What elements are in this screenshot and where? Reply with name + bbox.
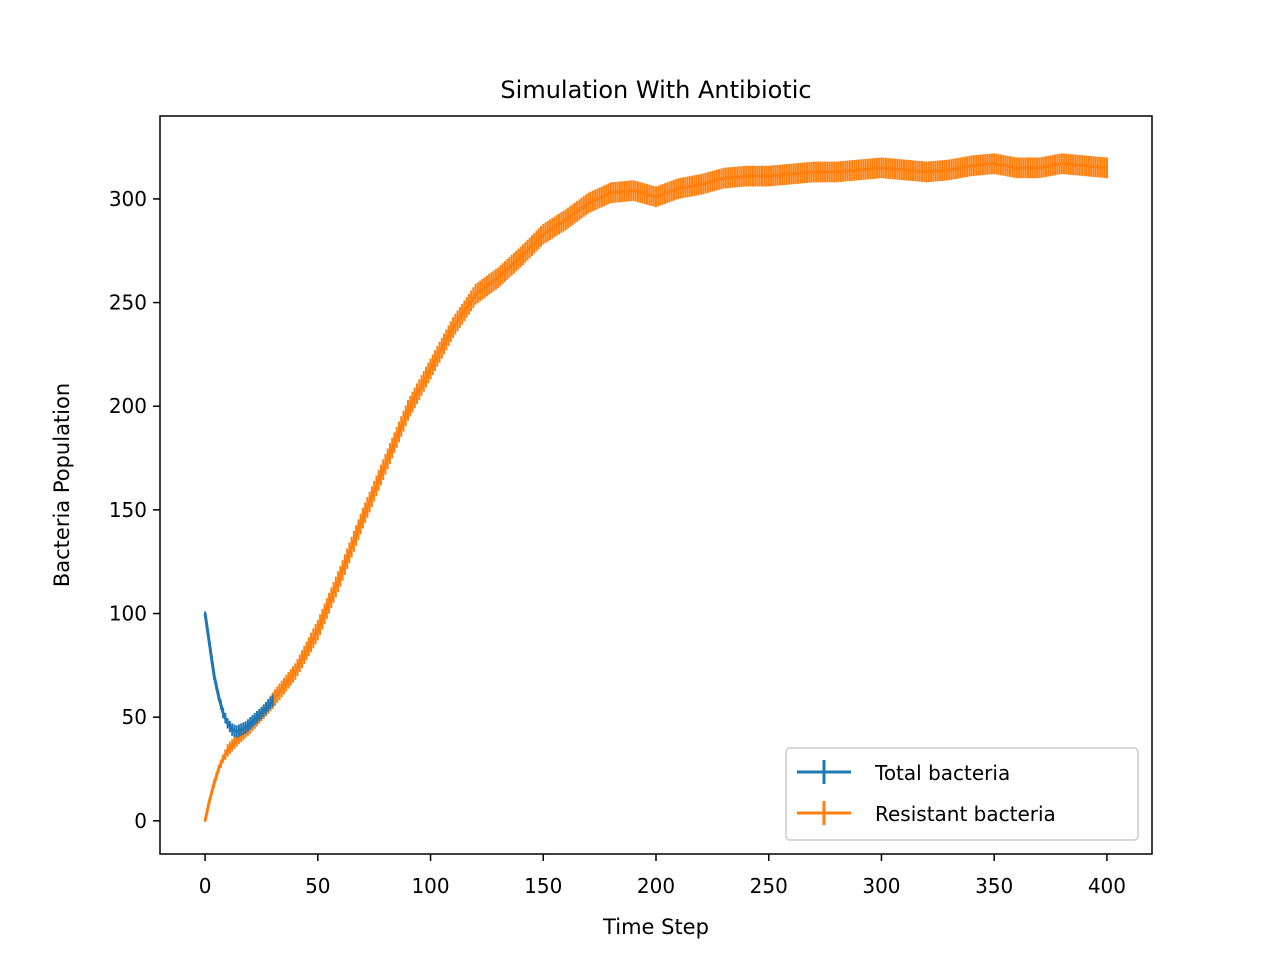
x-tick-label: 250	[750, 874, 788, 898]
y-tick-label: 250	[109, 291, 147, 315]
plot-area	[203, 153, 1108, 822]
x-axis-title: Time Step	[602, 915, 709, 939]
x-tick-label: 150	[524, 874, 562, 898]
y-tick-label: 200	[109, 394, 147, 418]
y-tick-label: 0	[134, 809, 147, 833]
series-resistant-bacteria	[203, 153, 1108, 822]
x-tick-label: 50	[305, 874, 330, 898]
x-tick-label: 400	[1088, 874, 1126, 898]
x-tick-label: 300	[862, 874, 900, 898]
y-axis: 0 50 100 150 200 250 300	[109, 187, 160, 833]
series-total-bacteria	[203, 611, 274, 738]
y-tick-label: 100	[109, 602, 147, 626]
legend: Total bacteria Resistant bacteria	[785, 747, 1139, 841]
series-line	[203, 162, 1108, 822]
axes-frame	[159, 115, 1153, 855]
legend-label-resistant: Resistant bacteria	[875, 802, 1056, 826]
x-tick-label: 350	[975, 874, 1013, 898]
x-tick-label: 200	[637, 874, 675, 898]
y-tick-label: 150	[109, 498, 147, 522]
x-tick-label: 100	[411, 874, 449, 898]
chart-title: Simulation With Antibiotic	[500, 76, 811, 104]
y-axis-title: Bacteria Population	[50, 383, 74, 587]
y-tick-label: 50	[122, 705, 147, 729]
legend-box	[785, 747, 1139, 841]
legend-label-total: Total bacteria	[874, 761, 1010, 785]
series-line	[203, 613, 274, 734]
x-axis: 0 50 100 150 200 250 300 350 400	[199, 854, 1126, 898]
x-tick-label: 0	[199, 874, 212, 898]
y-tick-label: 300	[109, 187, 147, 211]
